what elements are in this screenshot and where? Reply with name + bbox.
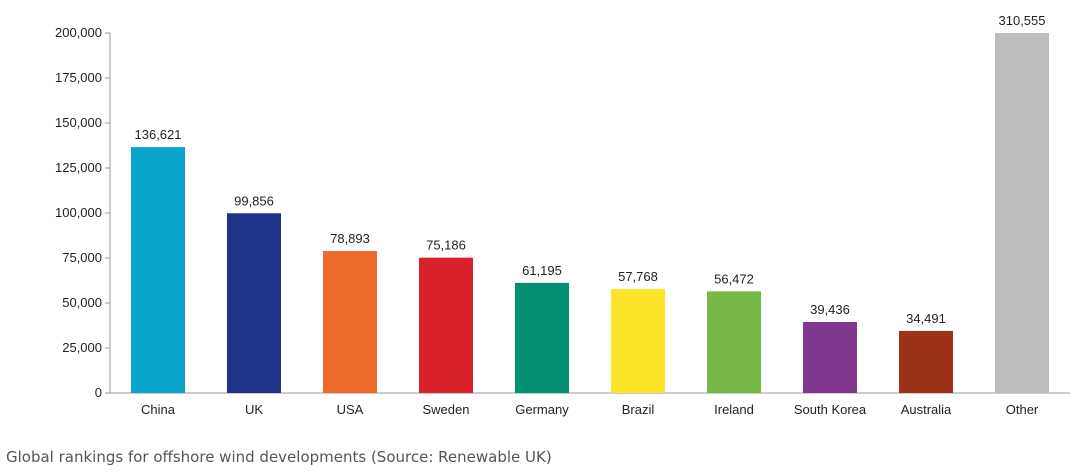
x-axis-labels: China UK USA Sweden Germany Brazil Ireland Sout…: [141, 402, 1039, 417]
y-tick-label: 0: [95, 385, 102, 400]
x-tick-label: Brazil: [622, 402, 655, 417]
data-label: 56,472: [714, 271, 754, 286]
x-tick-label: Sweden: [423, 402, 470, 417]
data-label: 75,186: [426, 238, 466, 253]
bar-germany: [515, 282, 569, 393]
y-tick-label: 200,000: [55, 25, 102, 40]
x-tick-label: Ireland: [714, 402, 754, 417]
data-label: 136,621: [135, 127, 182, 142]
bar-brazil: [611, 289, 665, 393]
x-tick-label: Germany: [515, 402, 569, 417]
y-tick-label: 75,000: [62, 250, 102, 265]
bar-chart: 0 25,000 50,000 75,000 100,000 125,000 150,000…: [55, 13, 1070, 417]
x-tick-label: USA: [337, 402, 364, 417]
y-tick-label: 25,000: [62, 340, 102, 355]
x-tick-label: Australia: [901, 402, 952, 417]
bar-china: [131, 147, 185, 393]
data-label: 61,195: [522, 263, 562, 278]
data-label: 34,491: [906, 311, 946, 326]
data-label: 57,768: [618, 269, 658, 284]
bar-uk: [227, 213, 281, 393]
figure-caption: Global rankings for offshore wind develo…: [6, 448, 552, 466]
y-axis-ticks: 0 25,000 50,000 75,000 100,000 125,000 150,000…: [55, 25, 110, 400]
data-labels: 136,621 99,856 78,893 75,186 61,195 57,768 56,…: [135, 13, 1046, 326]
y-tick-label: 175,000: [55, 70, 102, 85]
bar-usa: [323, 250, 377, 393]
y-tick-label: 150,000: [55, 115, 102, 130]
bar-sweden: [419, 257, 473, 393]
bar-other: [995, 33, 1049, 393]
x-tick-label: China: [141, 402, 176, 417]
bar-ireland: [707, 291, 761, 393]
x-tick-label: South Korea: [794, 402, 867, 417]
x-tick-label: UK: [245, 402, 263, 417]
bars: [131, 33, 1049, 393]
x-tick-label: Other: [1006, 402, 1039, 417]
data-label: 310,555: [999, 13, 1046, 28]
y-tick-label: 125,000: [55, 160, 102, 175]
y-tick-label: 50,000: [62, 295, 102, 310]
bar-australia: [899, 330, 953, 393]
y-tick-label: 100,000: [55, 205, 102, 220]
bar-south-korea: [803, 322, 857, 393]
data-label: 78,893: [330, 231, 370, 246]
data-label: 39,436: [810, 302, 850, 317]
data-label: 99,856: [234, 193, 274, 208]
